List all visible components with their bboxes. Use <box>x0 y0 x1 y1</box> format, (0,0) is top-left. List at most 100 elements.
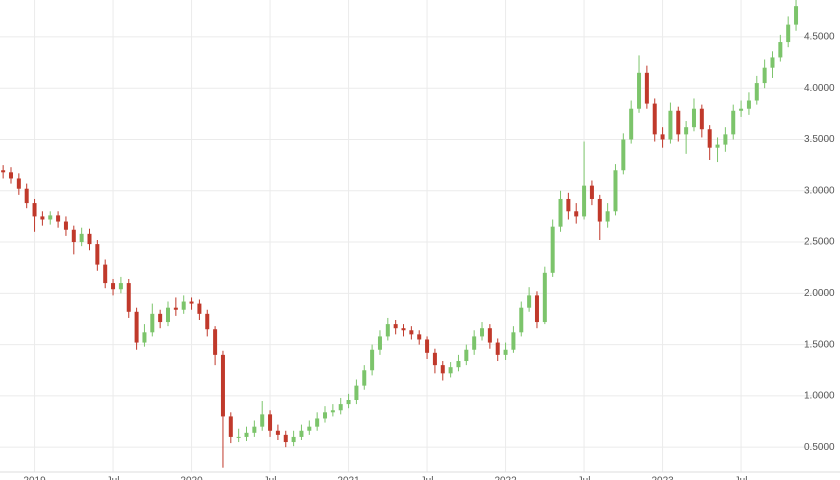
candle-body <box>652 103 657 135</box>
candle-body <box>566 198 571 212</box>
candle-body <box>723 134 728 145</box>
candle-body <box>582 185 587 217</box>
x-tick-label: 2022 <box>494 476 517 480</box>
candle-body <box>637 72 642 109</box>
candle-body <box>770 57 775 68</box>
candle-body <box>786 24 791 43</box>
candle-body <box>236 436 241 438</box>
x-tick-label: 2020 <box>180 476 203 480</box>
candle-body <box>754 83 759 101</box>
candle-body <box>621 139 626 171</box>
y-tick-label: 3.5000 <box>804 134 835 145</box>
candle-body <box>95 244 100 265</box>
candle-body <box>354 385 359 400</box>
candle-body <box>715 144 720 148</box>
candle-body <box>691 108 696 128</box>
candle-body <box>605 211 610 222</box>
y-tick-label: 2.0000 <box>804 288 835 299</box>
candle-body <box>370 349 375 371</box>
candle-body <box>150 313 155 333</box>
candle-body <box>660 134 665 140</box>
x-tick-label: Jul <box>735 476 748 480</box>
candle-body <box>173 307 178 310</box>
candle-body <box>684 127 689 135</box>
candle-body <box>323 412 328 419</box>
candle-body <box>79 233 84 243</box>
candle-body <box>519 307 524 333</box>
candle-body <box>385 324 390 337</box>
candle-body <box>126 283 131 312</box>
candle-body <box>299 430 304 437</box>
candle-body <box>283 434 288 443</box>
candle-body <box>589 185 594 199</box>
candle-body <box>158 313 163 323</box>
candle-body <box>534 295 539 323</box>
candle-body <box>111 283 116 290</box>
x-tick-label: Jul <box>264 476 277 480</box>
candle-body <box>142 332 147 343</box>
y-tick-label: 3.0000 <box>804 185 835 196</box>
candle-body <box>794 6 799 25</box>
candle-body <box>24 188 29 204</box>
candle-body <box>629 108 634 140</box>
candle-body <box>213 329 218 355</box>
candle-body <box>118 283 123 290</box>
candle-body <box>448 367 453 374</box>
candle-body <box>338 404 343 411</box>
candle-body <box>56 215 61 222</box>
candle-body <box>40 216 45 220</box>
candle-body <box>330 410 335 413</box>
candle-body <box>778 42 783 58</box>
candle-body <box>268 414 273 431</box>
candle-body <box>417 334 422 340</box>
candle-body <box>472 336 477 350</box>
candle-body <box>134 311 139 343</box>
candle-body <box>346 400 351 405</box>
candle-body <box>291 436 296 443</box>
candle-body <box>746 100 751 109</box>
candle-body <box>228 416 233 437</box>
candle-body <box>244 432 249 437</box>
candle-body <box>197 303 202 314</box>
y-tick-label: 2.5000 <box>804 237 835 248</box>
y-tick-label: 4.0000 <box>804 83 835 94</box>
candle-body <box>32 203 37 217</box>
candle-body <box>393 324 398 329</box>
candle-body <box>597 198 602 222</box>
candle-body <box>495 342 500 355</box>
candle-body <box>252 426 257 433</box>
candle-body <box>574 211 579 217</box>
candle-body <box>377 336 382 350</box>
candle-body <box>63 221 68 230</box>
candle-body <box>558 198 563 227</box>
candle-body <box>676 110 681 135</box>
x-tick-label: 2023 <box>651 476 674 480</box>
candle-body <box>425 339 430 353</box>
candle-body <box>205 313 210 330</box>
candle-body <box>699 108 704 130</box>
candle-body <box>181 301 186 310</box>
y-tick-label: 1.0000 <box>804 391 835 402</box>
x-tick-label: Jul <box>421 476 434 480</box>
candle-body <box>542 272 547 323</box>
x-tick-label: Jul <box>107 476 120 480</box>
candle-body <box>731 110 736 135</box>
candle-body <box>275 430 280 435</box>
candle-body <box>503 349 508 355</box>
candle-body <box>707 129 712 148</box>
candle-body <box>487 328 492 343</box>
candle-body <box>362 370 367 386</box>
candle-body <box>1 170 6 173</box>
candle-body <box>456 361 461 368</box>
candle-body <box>220 354 225 417</box>
candle-body <box>71 229 76 243</box>
candle-body <box>440 365 445 374</box>
candle-body <box>307 426 312 431</box>
y-tick-label: 0.5000 <box>804 442 835 453</box>
x-tick-label: 2021 <box>337 476 360 480</box>
candle-body <box>189 301 194 304</box>
candle-body <box>668 110 673 140</box>
candle-body <box>527 295 532 308</box>
candle-body <box>166 307 170 323</box>
candle-body <box>511 332 516 350</box>
